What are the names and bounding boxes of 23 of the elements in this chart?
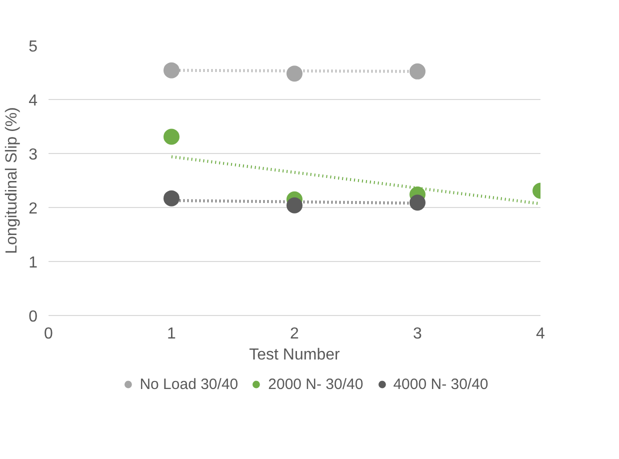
x-tick-label: 1 — [167, 326, 176, 342]
x-tick-label: 3 — [413, 326, 422, 342]
point — [164, 190, 180, 206]
point — [410, 194, 426, 211]
y-axis-title: Longitudinal Slip (%) — [4, 107, 21, 254]
y-tick-label: 5 — [28, 38, 38, 56]
y-tick-label: 3 — [28, 146, 38, 164]
x-axis-title: Test Number — [249, 346, 341, 364]
point — [164, 128, 180, 145]
x-tick-label: 0 — [44, 326, 54, 342]
point — [164, 62, 180, 78]
legend-label: 4000 N- 30/40 — [393, 376, 488, 392]
point — [286, 197, 302, 214]
y-tick-label: 1 — [28, 254, 38, 272]
x-tick-label: 2 — [290, 326, 300, 342]
point — [410, 63, 426, 80]
point — [286, 66, 302, 82]
x-tick-label: 4 — [536, 326, 546, 342]
y-tick-label: 0 — [28, 308, 38, 326]
legend-label: 2000 N- 30/40 — [268, 376, 364, 392]
legend-label: No Load 30/40 — [140, 376, 238, 392]
y-tick-label: 2 — [28, 200, 38, 218]
y-tick-label: 4 — [28, 92, 38, 110]
